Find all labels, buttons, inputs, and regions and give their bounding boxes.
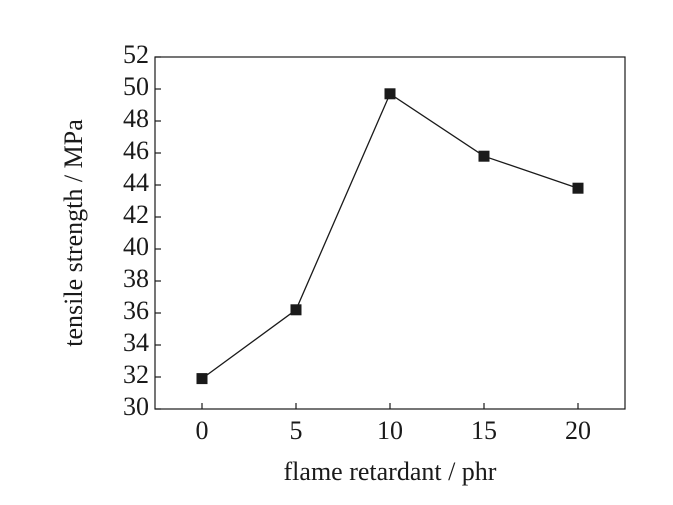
x-tick-label: 15 <box>471 416 497 445</box>
x-tick-label: 5 <box>290 416 303 445</box>
x-axis-label: flame retardant / phr <box>284 457 497 486</box>
x-tick-label: 20 <box>565 416 591 445</box>
data-point <box>384 88 396 100</box>
y-tick-label: 50 <box>123 72 149 101</box>
plot-frame <box>154 56 626 410</box>
y-tick-label: 34 <box>123 328 149 357</box>
y-tick-label: 48 <box>123 104 149 133</box>
series-line <box>201 92 579 380</box>
y-tick-label: 30 <box>123 392 149 421</box>
data-point <box>196 373 208 385</box>
x-tick-label: 0 <box>196 416 209 445</box>
y-tick-label: 32 <box>123 360 149 389</box>
data-point <box>478 150 490 162</box>
x-tick-label: 10 <box>377 416 403 445</box>
y-tick-label: 42 <box>123 200 149 229</box>
y-tick-label: 46 <box>123 136 149 165</box>
y-tick-label: 38 <box>123 264 149 293</box>
y-tick-label: 44 <box>123 168 149 197</box>
data-point <box>290 304 302 316</box>
y-axis-label: tensile strength / MPa <box>59 119 88 347</box>
y-tick-label: 52 <box>123 40 149 69</box>
y-tick-label: 36 <box>123 296 149 325</box>
y-tick-label: 40 <box>123 232 149 261</box>
data-point <box>572 182 584 194</box>
